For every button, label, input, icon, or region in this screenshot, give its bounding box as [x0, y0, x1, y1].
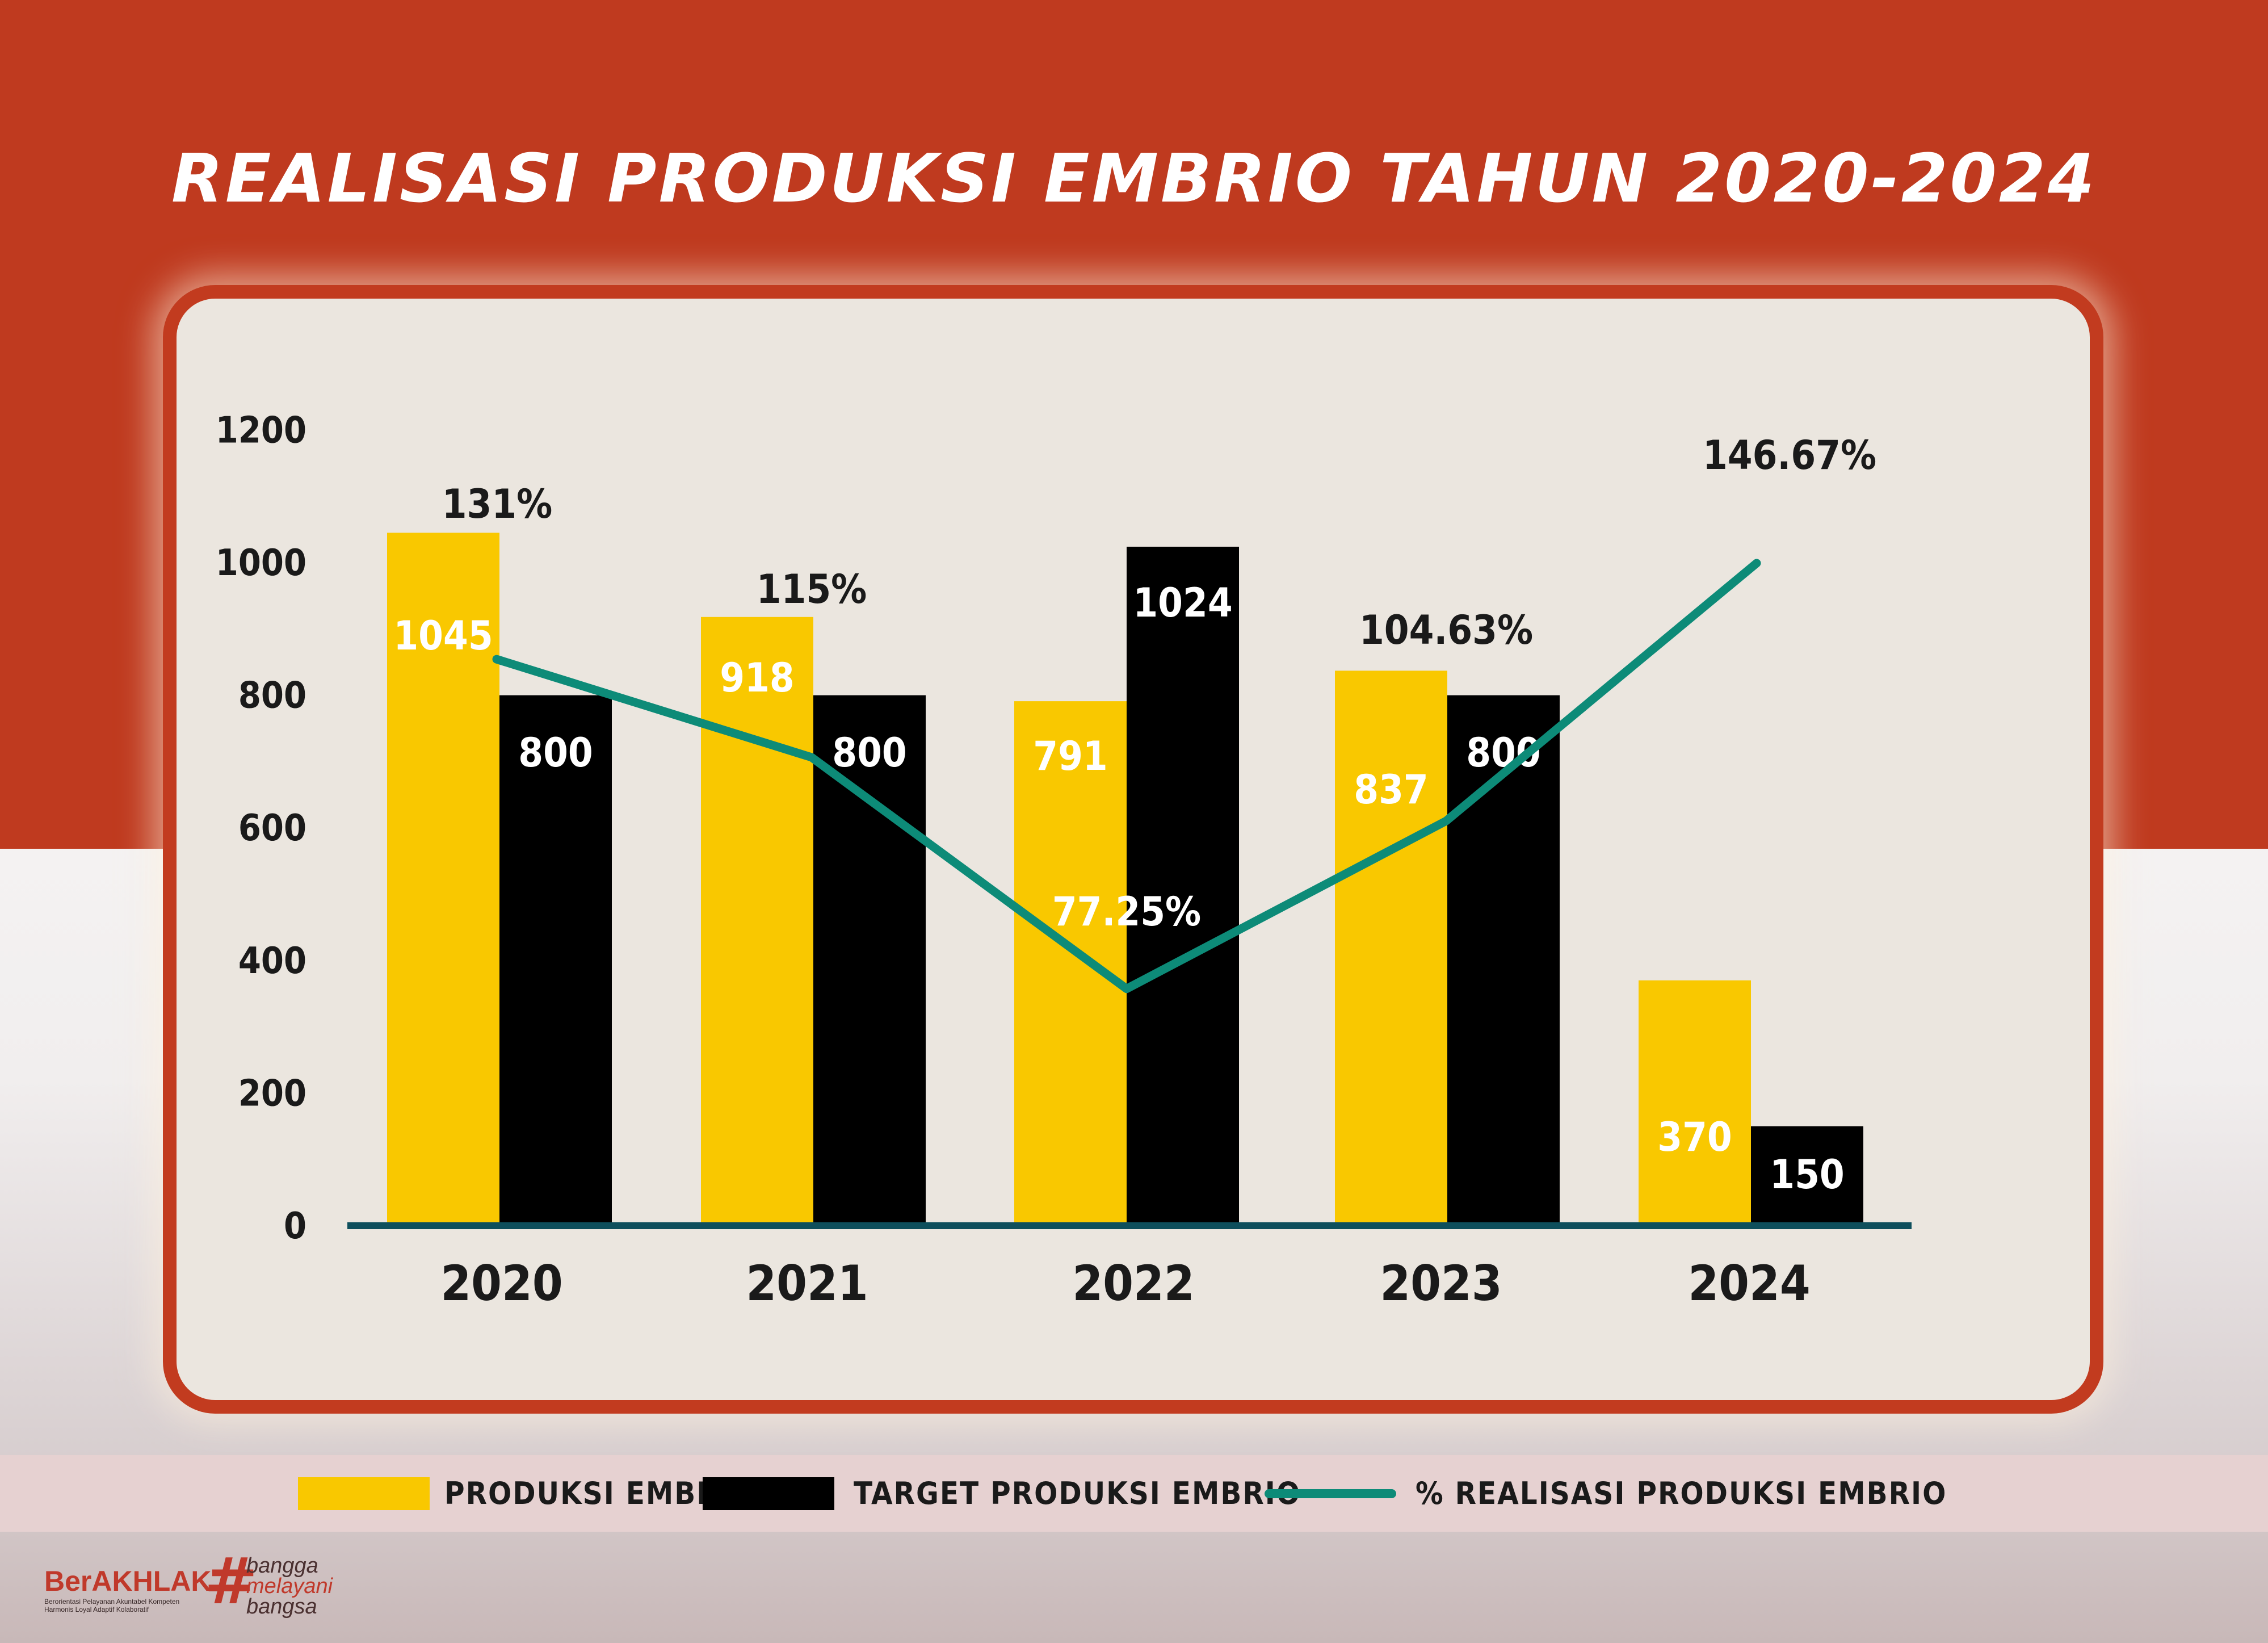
logo-brand: BerAKHLAK	[44, 1565, 212, 1597]
logo-brand-sub: Berorientasi Pelayanan Akuntabel Kompete…	[44, 1598, 180, 1613]
x-tick-label-2024: 2024	[1688, 1255, 1810, 1312]
bar-produksi-2023	[1335, 670, 1447, 1226]
data-label-realisasi-2020: 131%	[442, 481, 553, 527]
data-label-target-2022: 1024	[1133, 580, 1232, 626]
x-tick-label-2020: 2020	[440, 1255, 562, 1312]
legend-label-target: TARGET PRODUKSI EMBRIO	[854, 1476, 1301, 1511]
bar-target-2024	[1751, 1126, 1863, 1226]
legend-item-produksi: PRODUKSI EMBRIO	[298, 1455, 755, 1532]
legend-label-produksi: PRODUKSI EMBRIO	[444, 1476, 755, 1511]
logo-tagline-2: melayani	[246, 1574, 333, 1598]
bar-produksi-2021	[701, 617, 813, 1226]
chart-title: REALISASI PRODUKSI EMBRIO TAHUN 2020-202…	[171, 139, 2097, 217]
y-tick-label-200: 200	[238, 1072, 306, 1114]
logo-tagline-1: bangga	[246, 1554, 318, 1578]
legend-item-realisasi: % REALISASI PRODUKSI EMBRIO	[1265, 1455, 1947, 1532]
y-tick-label-400: 400	[238, 940, 306, 982]
logo-tagline: bangga melayani bangsa	[246, 1554, 333, 1619]
y-tick-label-600: 600	[238, 807, 306, 849]
data-label-produksi-2020: 1045	[393, 613, 493, 659]
y-tick-label-1200: 1200	[216, 409, 306, 451]
bar-produksi-2022	[1014, 701, 1127, 1226]
y-tick-label-1000: 1000	[216, 542, 306, 584]
data-label-realisasi-2021: 115%	[757, 566, 867, 613]
bar-produksi-2024	[1639, 980, 1751, 1226]
data-label-target-2021: 800	[832, 730, 906, 776]
data-label-produksi-2024: 370	[1657, 1114, 1732, 1160]
line-realisasi	[492, 559, 1761, 994]
data-label-produksi-2023: 837	[1354, 766, 1428, 813]
data-label-realisasi-2022: 77.25%	[1052, 888, 1201, 935]
y-tick-label-800: 800	[238, 675, 306, 717]
x-tick-label-2021: 2021	[746, 1255, 868, 1312]
logo-hashtag: #	[204, 1545, 258, 1619]
legend-label-realisasi: % REALISASI PRODUKSI EMBRIO	[1416, 1476, 1947, 1511]
bar-target-2023	[1447, 695, 1560, 1226]
bar-target-2020	[499, 695, 612, 1226]
data-label-target-2024: 150	[1770, 1151, 1844, 1198]
legend-item-target: TARGET PRODUKSI EMBRIO	[703, 1455, 1301, 1532]
data-label-target-2020: 800	[518, 730, 593, 776]
data-label-produksi-2021: 918	[720, 655, 794, 701]
berakhlak-logo: BerAKHLAK Berorientasi Pelayanan Akuntab…	[44, 1550, 339, 1624]
legend: PRODUKSI EMBRIO TARGET PRODUKSI EMBRIO %…	[0, 1455, 2268, 1532]
bar-produksi-2020	[387, 533, 499, 1226]
y-tick-label-0: 0	[284, 1205, 306, 1247]
logo-tagline-3: bangsa	[246, 1595, 317, 1619]
data-label-realisasi-2023: 104.63%	[1359, 607, 1533, 653]
data-label-realisasi-2024: 146.67%	[1703, 432, 1876, 479]
legend-swatch-target	[703, 1477, 834, 1510]
legend-line-realisasi	[1265, 1489, 1396, 1498]
bar-target-2021	[813, 695, 926, 1226]
data-label-produksi-2022: 791	[1033, 733, 1107, 779]
x-tick-label-2022: 2022	[1072, 1255, 1194, 1312]
x-tick-label-2023: 2023	[1380, 1255, 1502, 1312]
bar-target-2022	[1127, 546, 1239, 1226]
legend-swatch-produksi	[298, 1477, 430, 1510]
